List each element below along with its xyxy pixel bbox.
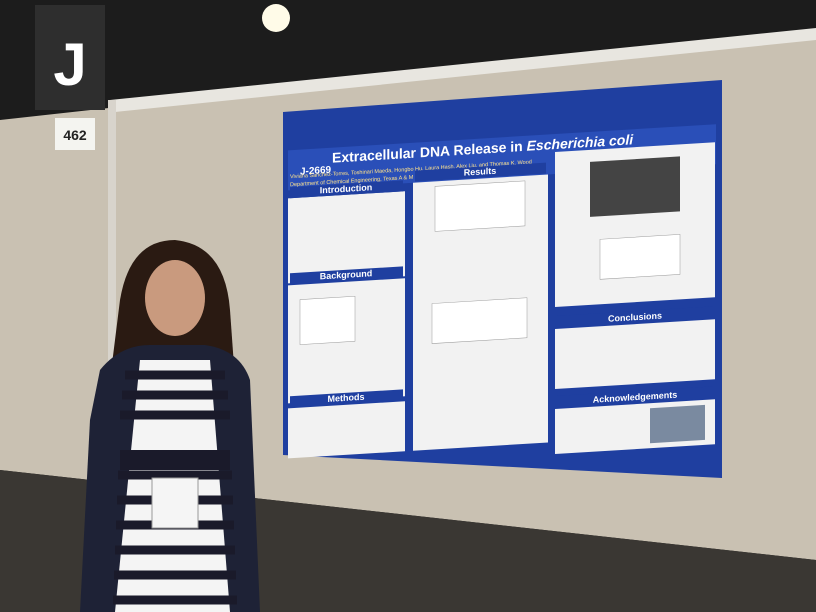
board-frame-top xyxy=(110,28,816,112)
methods-panel xyxy=(288,401,405,459)
section-heading: Introduction xyxy=(320,182,372,195)
conclusions-panel xyxy=(555,319,715,390)
intro-panel xyxy=(288,191,405,284)
figure xyxy=(431,297,528,344)
face xyxy=(145,260,205,336)
aisle-sign xyxy=(35,5,105,110)
belt xyxy=(120,450,230,470)
poster-id: J-2669 xyxy=(300,165,332,178)
number-card xyxy=(55,118,95,150)
board-frame-left xyxy=(108,100,116,500)
poster-header xyxy=(288,124,716,191)
heading-bar xyxy=(290,180,403,199)
heading-bar xyxy=(557,386,713,408)
heading-bar xyxy=(290,389,403,408)
title-organism: Escherichia coli xyxy=(527,131,635,154)
figure xyxy=(434,180,526,232)
section-heading: Conclusions xyxy=(608,311,662,324)
heading-bar xyxy=(415,162,546,182)
section-heading: Background xyxy=(320,268,372,281)
figure xyxy=(590,156,680,217)
ceiling-light xyxy=(262,4,290,32)
poster-content: J-2669 Extracellular DNA Release in Esch… xyxy=(288,124,716,459)
figure xyxy=(299,296,356,345)
section-heading: Methods xyxy=(328,392,365,404)
aisle-letter: J xyxy=(53,31,86,98)
heading-bar xyxy=(557,306,713,328)
heading-bar xyxy=(290,266,403,285)
booth-number: 462 xyxy=(63,127,87,143)
figure xyxy=(599,234,681,280)
name-badge xyxy=(151,477,199,529)
photo-figure xyxy=(650,404,705,444)
person xyxy=(80,240,260,612)
section-heading: Results xyxy=(464,166,496,178)
